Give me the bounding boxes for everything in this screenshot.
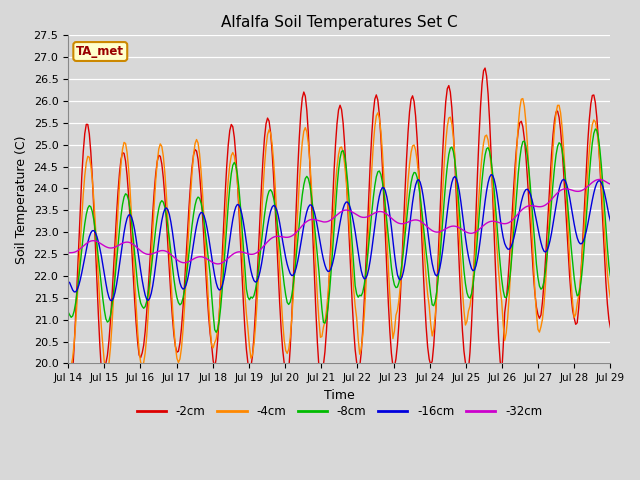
-32cm bbox=[255, 249, 262, 254]
-8cm bbox=[246, 297, 253, 303]
-8cm bbox=[255, 266, 262, 272]
Line: -2cm: -2cm bbox=[68, 68, 611, 401]
-2cm bbox=[131, 297, 138, 303]
-8cm bbox=[591, 126, 599, 132]
-16cm bbox=[303, 209, 310, 215]
-16cm bbox=[132, 236, 140, 242]
-4cm bbox=[255, 274, 262, 279]
Line: -32cm: -32cm bbox=[68, 180, 611, 264]
-8cm bbox=[303, 173, 310, 179]
-4cm bbox=[579, 239, 587, 244]
Line: -4cm: -4cm bbox=[68, 98, 611, 373]
-32cm bbox=[596, 177, 604, 182]
-32cm bbox=[214, 261, 221, 267]
-4cm bbox=[246, 343, 253, 349]
-16cm bbox=[227, 226, 235, 232]
-8cm bbox=[578, 272, 586, 278]
-2cm bbox=[578, 257, 586, 263]
Legend: -2cm, -4cm, -8cm, -16cm, -32cm: -2cm, -4cm, -8cm, -16cm, -32cm bbox=[132, 401, 547, 423]
-32cm bbox=[303, 218, 310, 224]
-16cm bbox=[579, 239, 587, 244]
-2cm bbox=[244, 360, 252, 366]
-4cm bbox=[607, 296, 614, 301]
-32cm bbox=[64, 250, 72, 256]
Line: -8cm: -8cm bbox=[68, 129, 611, 332]
-2cm bbox=[301, 93, 309, 99]
-2cm bbox=[226, 128, 234, 133]
-2cm bbox=[64, 398, 72, 404]
-16cm bbox=[487, 172, 495, 178]
Y-axis label: Soil Temperature (C): Soil Temperature (C) bbox=[15, 135, 28, 264]
-16cm bbox=[246, 260, 253, 265]
-32cm bbox=[227, 252, 235, 258]
-32cm bbox=[607, 181, 614, 187]
-32cm bbox=[246, 251, 253, 257]
-16cm bbox=[607, 218, 614, 224]
-8cm bbox=[212, 329, 220, 335]
X-axis label: Time: Time bbox=[324, 389, 355, 402]
-8cm bbox=[607, 274, 614, 280]
-4cm bbox=[64, 362, 72, 368]
Line: -16cm: -16cm bbox=[68, 175, 611, 300]
-8cm bbox=[64, 309, 72, 315]
-16cm bbox=[108, 298, 116, 303]
Title: Alfalfa Soil Temperatures Set C: Alfalfa Soil Temperatures Set C bbox=[221, 15, 458, 30]
-32cm bbox=[131, 242, 138, 248]
-2cm bbox=[481, 65, 489, 71]
-4cm bbox=[303, 129, 310, 135]
-4cm bbox=[519, 96, 527, 101]
-8cm bbox=[227, 171, 235, 177]
-8cm bbox=[131, 250, 138, 256]
Text: TA_met: TA_met bbox=[76, 45, 124, 58]
-4cm bbox=[132, 303, 140, 309]
-4cm bbox=[227, 153, 235, 158]
-16cm bbox=[64, 278, 72, 284]
-32cm bbox=[578, 188, 586, 193]
-16cm bbox=[255, 275, 262, 280]
-4cm bbox=[102, 371, 109, 376]
-2cm bbox=[607, 325, 614, 331]
-2cm bbox=[253, 279, 261, 285]
